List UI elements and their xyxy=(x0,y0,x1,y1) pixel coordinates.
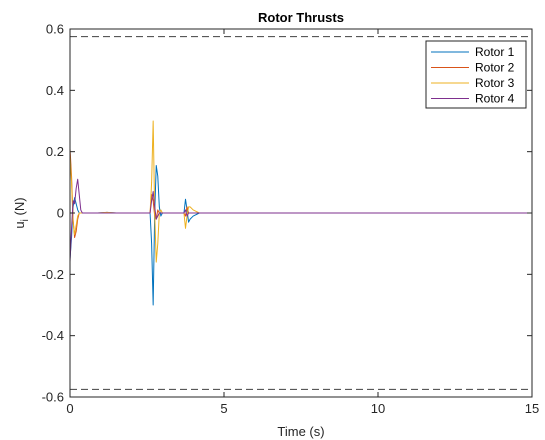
y-tick-label: -0.2 xyxy=(42,267,64,282)
y-tick-label: -0.6 xyxy=(42,390,64,405)
series-line-rotor-4 xyxy=(69,178,532,263)
legend-label-rotor-1: Rotor 1 xyxy=(475,45,515,59)
x-tick-label: 10 xyxy=(371,401,385,416)
series-line-rotor-3 xyxy=(69,120,532,263)
y-axis-label-subscript: i xyxy=(20,219,31,221)
x-tick-label: 0 xyxy=(66,401,73,416)
legend-label-rotor-2: Rotor 2 xyxy=(475,61,515,75)
y-tick-label: -0.4 xyxy=(42,328,64,343)
legend-label-rotor-3: Rotor 3 xyxy=(475,76,515,90)
x-axis-label: Time (s) xyxy=(277,424,324,439)
x-tick-label: 5 xyxy=(220,401,227,416)
ticks-layer: 0 5 10 15 -0.6 -0.4 -0.2 0 0.2 0.4 0.6 xyxy=(42,22,540,417)
series-layer xyxy=(69,120,532,306)
x-tick-label: 15 xyxy=(525,401,539,416)
chart-title: Rotor Thrusts xyxy=(258,10,344,25)
y-axis-label-unit: (N) xyxy=(12,197,27,219)
y-tick-label: 0.4 xyxy=(46,83,64,98)
y-tick-label: 0.2 xyxy=(46,144,64,159)
y-axis-label: ui (N) xyxy=(12,197,31,228)
limit-lines xyxy=(70,36,532,390)
y-tick-label: 0.6 xyxy=(46,22,64,37)
y-tick-label: 0 xyxy=(57,206,64,221)
legend-label-rotor-4: Rotor 4 xyxy=(475,92,515,106)
y-axis-label-main: u xyxy=(12,221,27,228)
